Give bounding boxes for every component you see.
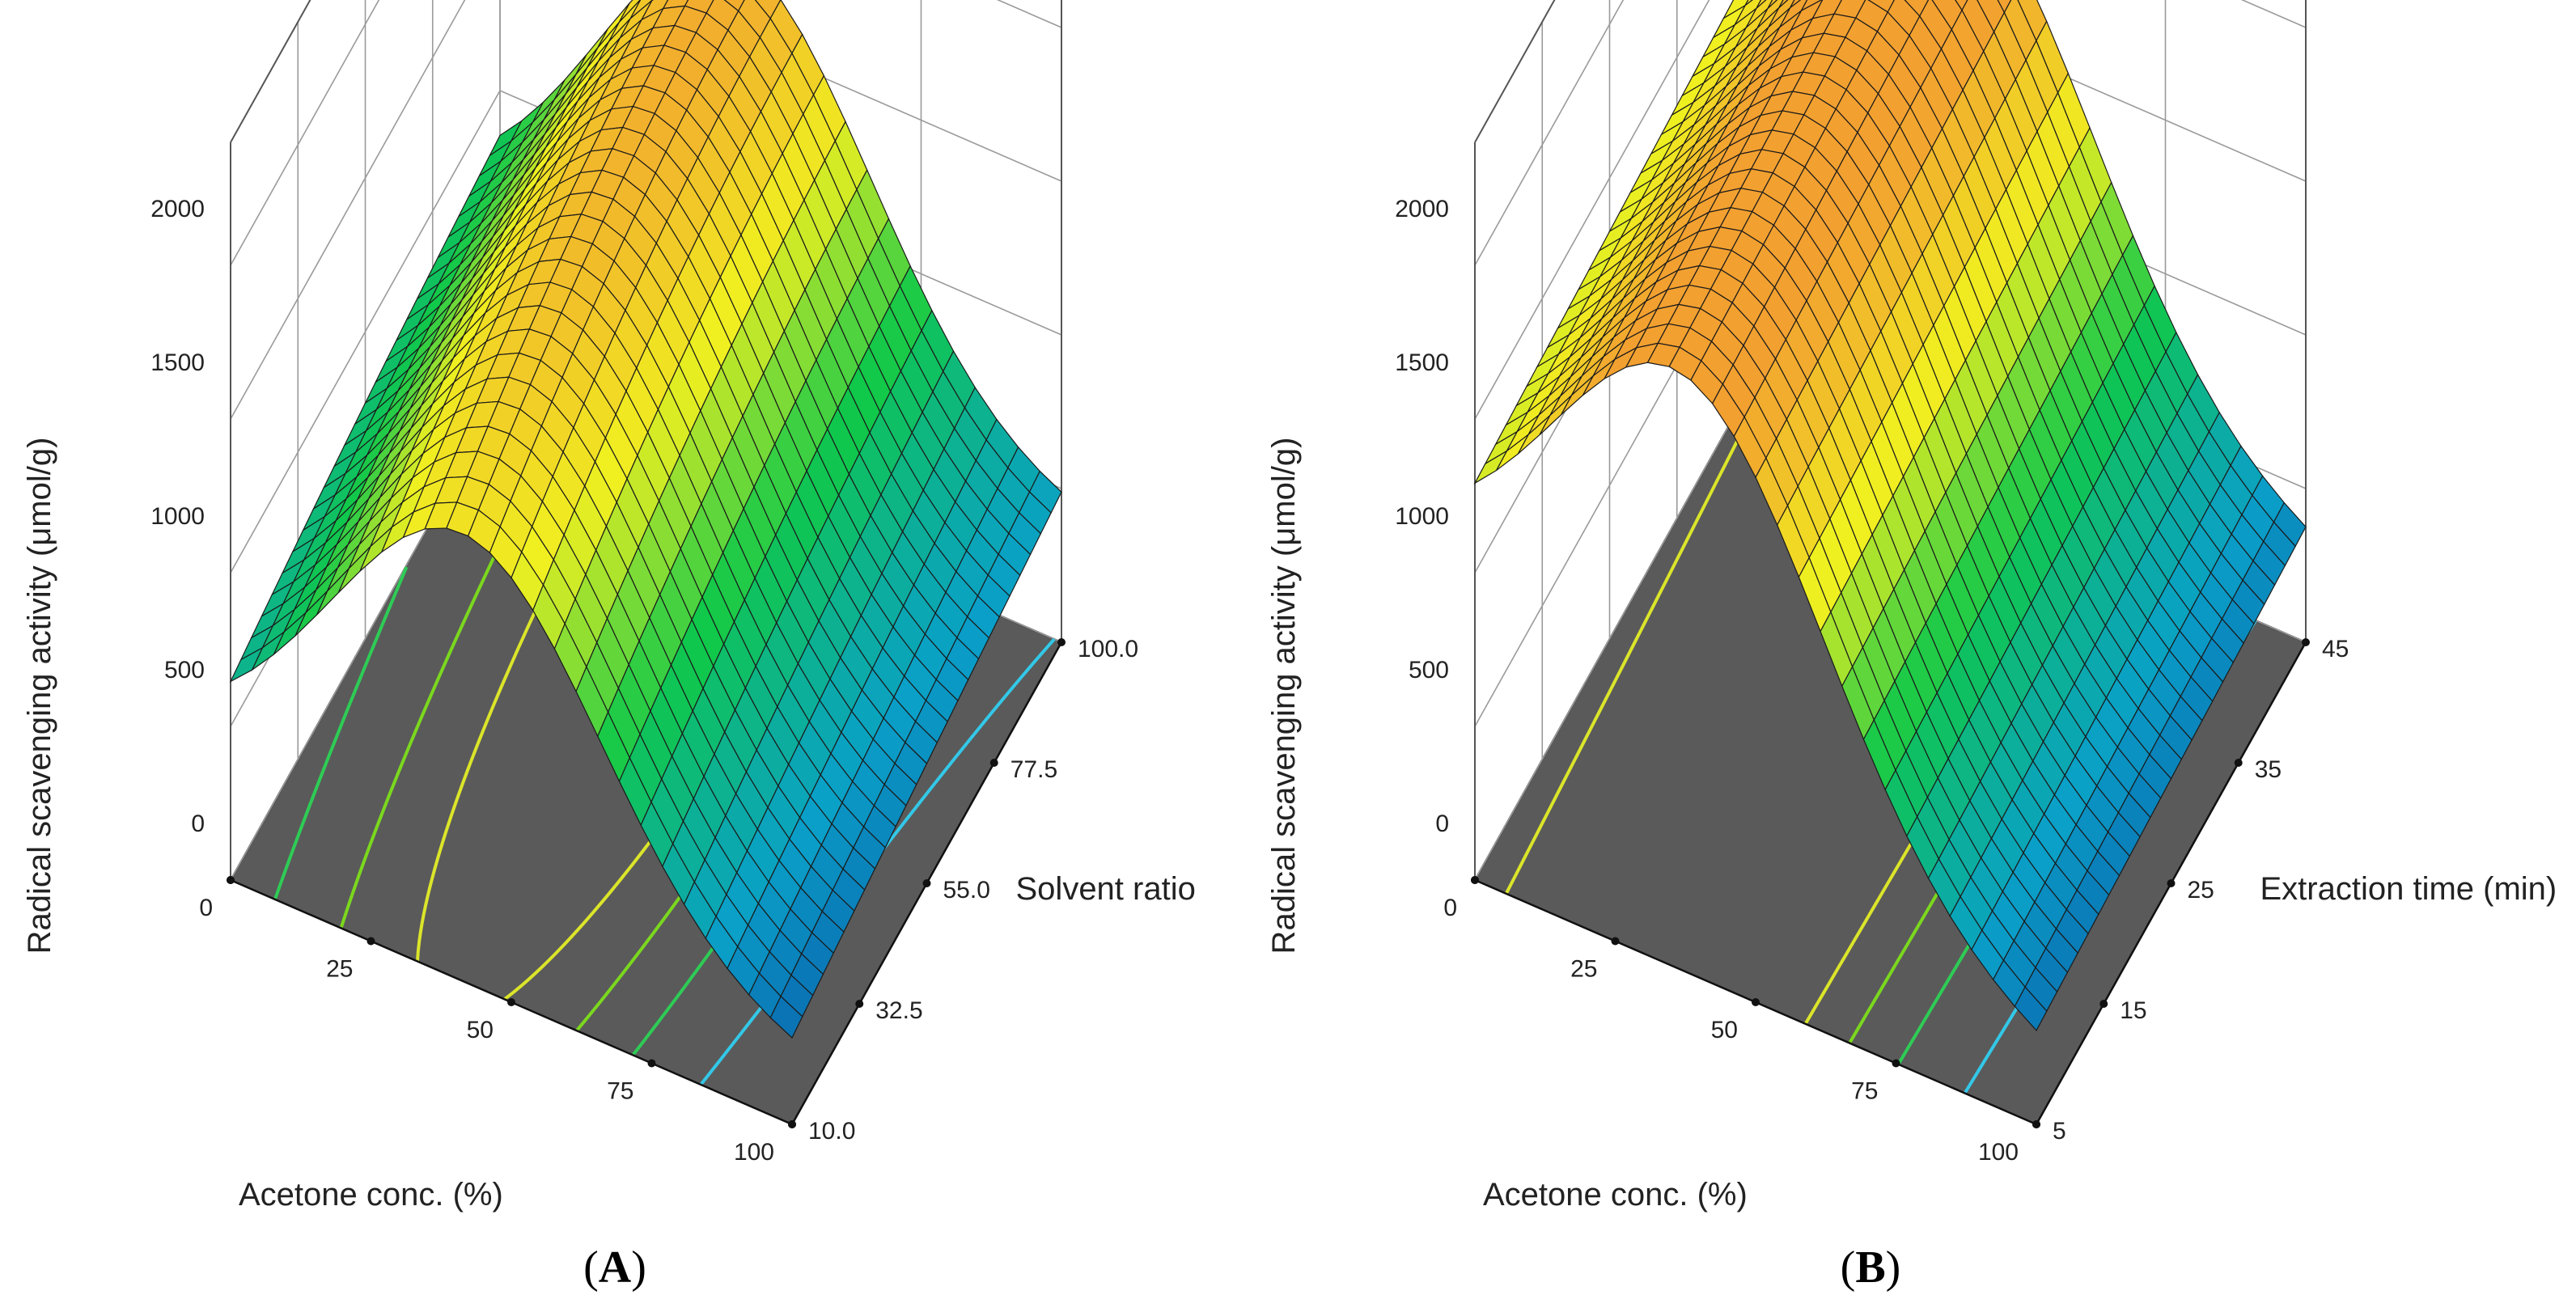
y-tick-label: 15 xyxy=(2120,997,2146,1024)
contour-line xyxy=(273,566,409,900)
x-tick-label: 100 xyxy=(1978,1139,2019,1166)
panel-letter: B xyxy=(1855,1242,1885,1293)
paren-open: ( xyxy=(583,1242,599,1293)
z-axis-title: Radical scavenging activity (μmol/g) xyxy=(22,438,57,954)
paren-open: ( xyxy=(1841,1242,1856,1293)
x-tick-label: 0 xyxy=(1443,895,1457,921)
paren-close: ) xyxy=(631,1242,646,1293)
response-surface xyxy=(229,0,1062,1039)
y-tick-label: 5 xyxy=(2053,1118,2066,1145)
x-tick-label: 0 xyxy=(199,895,213,921)
x-tick-label: 25 xyxy=(326,956,353,983)
z-axis-ticks: 0 500 1000 1500 2000 xyxy=(1395,196,1479,884)
panel-label: (A) xyxy=(583,1242,646,1293)
x-tick-mark xyxy=(1611,937,1620,946)
x-tick-label: 75 xyxy=(607,1078,633,1105)
y-axis-title: Solvent ratio xyxy=(1016,871,1196,907)
z-tick-label: 0 xyxy=(191,810,205,837)
y-tick-label: 45 xyxy=(2322,636,2349,662)
y-tick-label: 35 xyxy=(2255,756,2282,783)
x-tick-label: 25 xyxy=(1570,956,1597,983)
y-tick-mark xyxy=(2302,638,2310,646)
y-tick-label: 77.5 xyxy=(1010,756,1057,783)
surface-cell xyxy=(1955,0,1968,11)
x-axis-title: Acetone conc. (%) xyxy=(239,1177,503,1213)
panel-b: 0 25 50 75 100 5 15 25 35 45 0 500 1000 1500 2000 Aceto… xyxy=(1266,0,2557,1293)
x-tick-label: 50 xyxy=(467,1017,494,1043)
y-tick-label: 32.5 xyxy=(875,997,922,1024)
x-tick-mark xyxy=(1892,1059,1900,1068)
y-axis-ticks: 10.0 32.5 55.0 77.5 100.0 xyxy=(788,636,1138,1145)
panel-label: (B) xyxy=(1841,1242,1901,1293)
contour-line xyxy=(1504,402,1758,895)
y-tick-label: 25 xyxy=(2188,877,2214,904)
panel-letter: A xyxy=(599,1242,632,1293)
z-tick-label: 500 xyxy=(164,657,205,684)
z-tick-label: 500 xyxy=(1409,657,1449,684)
x-tick-mark xyxy=(366,937,375,946)
x-tick-mark xyxy=(647,1059,656,1068)
z-tick-label: 1000 xyxy=(150,503,205,530)
z-tick-label: 1500 xyxy=(150,349,205,376)
z-tick-label: 1500 xyxy=(1395,349,1449,376)
x-axis-ticks: 0 25 50 75 100 xyxy=(1443,876,2040,1166)
z-axis-title: Radical scavenging activity (μmol/g) xyxy=(1266,438,1302,954)
y-tick-mark xyxy=(2032,1120,2040,1128)
x-axis-title: Acetone conc. (%) xyxy=(1483,1177,1748,1213)
x-tick-mark xyxy=(1752,998,1760,1006)
z-axis-ticks: 0 500 1000 1500 2000 xyxy=(150,196,235,884)
z-tick-label: 1000 xyxy=(1395,503,1449,530)
response-surface xyxy=(1473,0,2307,1032)
y-axis-title: Extraction time (min) xyxy=(2260,871,2557,907)
y-tick-label: 55.0 xyxy=(943,877,990,904)
z-gridline xyxy=(230,0,1062,266)
y-tick-mark xyxy=(2167,879,2176,887)
x-axis-ticks: 0 25 50 75 100 xyxy=(199,876,796,1166)
y-tick-mark xyxy=(788,1120,796,1128)
y-tick-label: 100.0 xyxy=(1078,636,1138,662)
surface-cell xyxy=(1997,0,2012,14)
z-tick-label: 2000 xyxy=(1395,196,1449,222)
panel-a: 0 25 50 75 100 10.0 32.5 55.0 77.5 100.0 0 500 1000 1… xyxy=(22,0,1196,1293)
x-tick-label: 75 xyxy=(1851,1078,1878,1105)
y-tick-mark xyxy=(2234,759,2243,767)
y-tick-mark xyxy=(989,759,998,767)
x-tick-label: 100 xyxy=(734,1139,774,1166)
origin-mark xyxy=(227,876,235,884)
y-tick-mark xyxy=(2099,1000,2108,1008)
z-tick-label: 2000 xyxy=(150,196,205,222)
surface-cell xyxy=(769,995,803,1039)
y-tick-mark xyxy=(922,879,931,887)
z-gridline xyxy=(230,0,1062,420)
z-gridline xyxy=(1474,0,2307,266)
y-tick-mark xyxy=(855,1000,864,1008)
origin-mark xyxy=(1471,876,1479,884)
y-axis-ticks: 5 15 25 35 45 xyxy=(2032,636,2349,1145)
surface-cell xyxy=(2014,986,2048,1032)
z-gridline xyxy=(1474,0,2307,420)
paren-close: ) xyxy=(1886,1242,1901,1293)
y-tick-mark xyxy=(1057,638,1066,646)
x-tick-mark xyxy=(507,998,515,1006)
x-tick-label: 50 xyxy=(1711,1017,1738,1043)
y-tick-label: 10.0 xyxy=(808,1118,855,1145)
z-tick-label: 0 xyxy=(1435,810,1449,837)
